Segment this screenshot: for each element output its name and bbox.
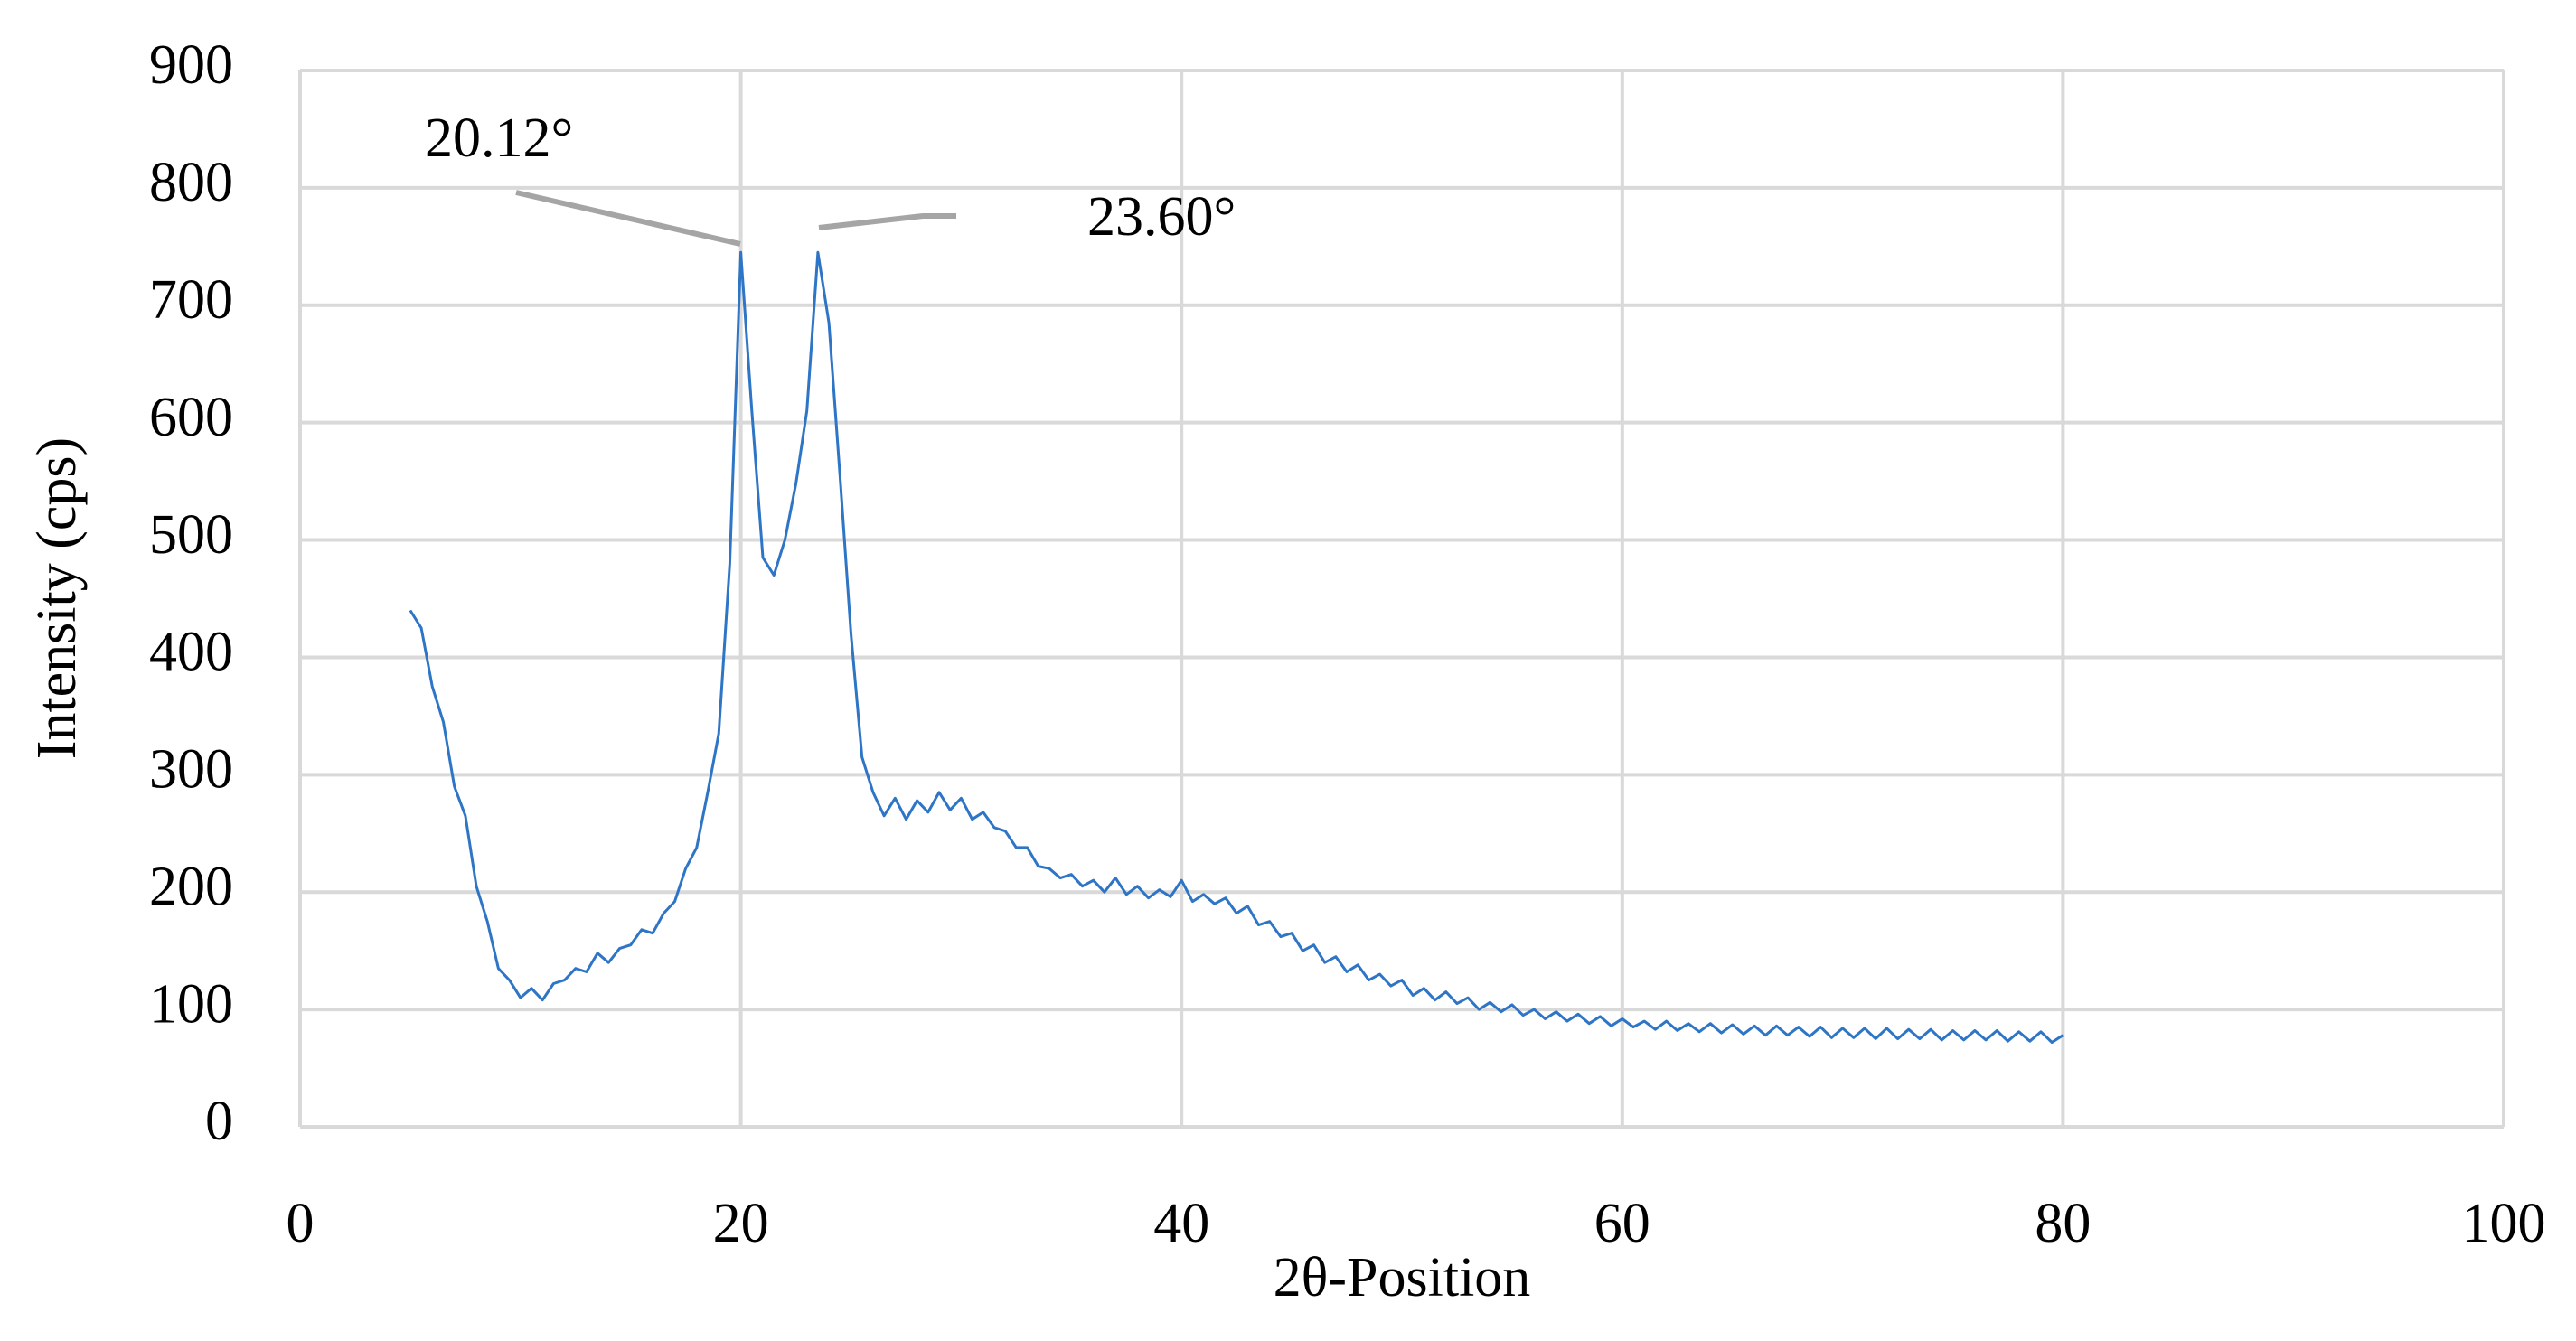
leader-line <box>515 190 741 247</box>
y-tick-label: 100 <box>149 973 233 1035</box>
x-tick-label: 40 <box>1153 1193 1209 1254</box>
y-tick-label: 200 <box>149 856 233 917</box>
y-tick-label: 500 <box>149 504 233 566</box>
y-tick-label: 400 <box>149 622 233 683</box>
x-tick-label: 0 <box>287 1193 315 1254</box>
x-axis-title: 2θ-Position <box>1274 1247 1531 1308</box>
y-tick-label: 300 <box>149 739 233 801</box>
y-axis-title: Intensity (cps) <box>26 437 88 759</box>
annotation: 23.60° <box>1087 186 1236 248</box>
annotation: 20.12° <box>425 108 573 169</box>
x-tick-label: 100 <box>2462 1193 2546 1254</box>
y-tick-label: 900 <box>149 34 233 96</box>
data-line <box>409 250 2064 1044</box>
y-tick-label: 0 <box>205 1091 233 1152</box>
x-tick-label: 20 <box>713 1193 769 1254</box>
x-tick-label: 80 <box>2035 1193 2091 1254</box>
y-tick-label: 800 <box>149 152 233 213</box>
y-tick-label: 600 <box>149 387 233 448</box>
y-tick-label: 700 <box>149 269 233 331</box>
leader-line <box>818 213 956 230</box>
x-tick-label: 60 <box>1594 1193 1650 1254</box>
